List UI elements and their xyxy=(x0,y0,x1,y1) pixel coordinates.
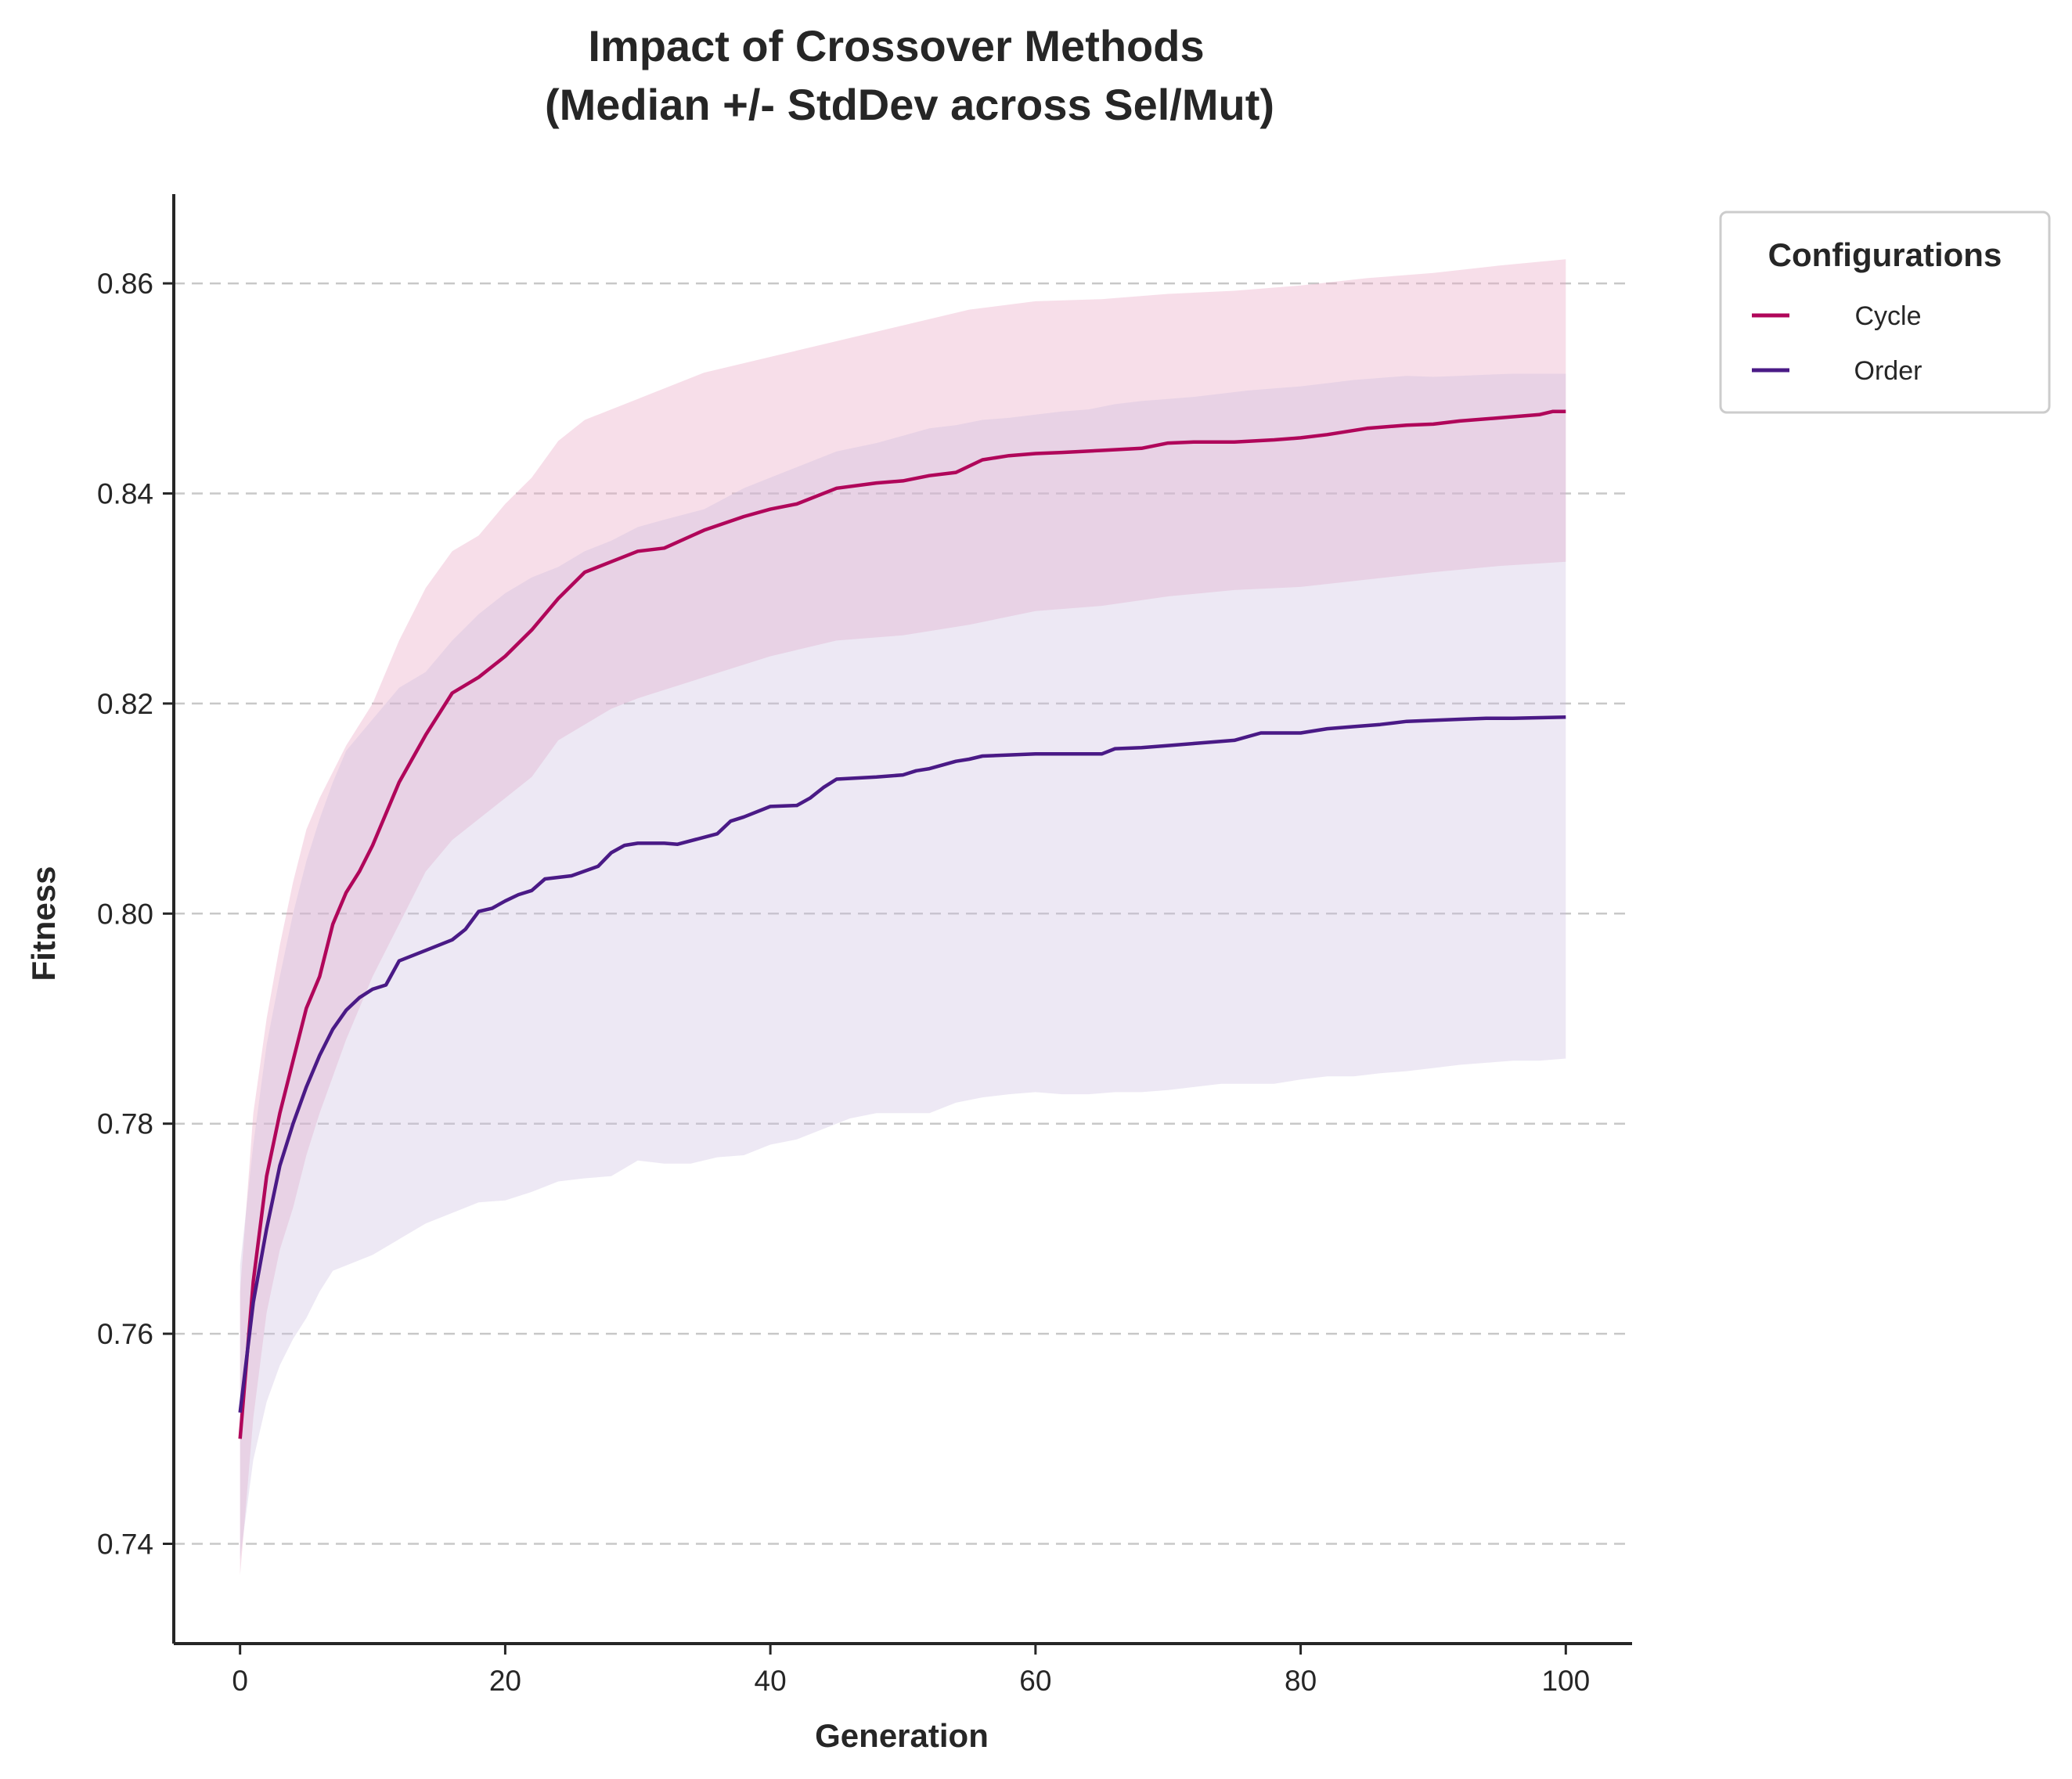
y-tick-label-4: 0.82 xyxy=(97,688,153,720)
std-bands xyxy=(240,259,1566,1576)
std-band-order xyxy=(240,373,1566,1560)
y-tick-label-6: 0.86 xyxy=(97,268,153,300)
y-tick-label-5: 0.84 xyxy=(97,477,153,510)
median-line-cycle xyxy=(238,409,1566,1439)
x-tick-label-4: 80 xyxy=(1285,1665,1317,1697)
x-tick-label-1: 20 xyxy=(489,1665,521,1697)
x-tick-label-3: 60 xyxy=(1019,1665,1051,1697)
chart-title-line2: (Median +/- StdDev across Sel/Mut) xyxy=(545,80,1274,129)
legend-label-cycle: Cycle xyxy=(1854,301,1921,331)
grid-lines xyxy=(174,282,1632,1545)
x-ticks: 0 20 40 60 80 100 xyxy=(232,1644,1590,1697)
legend: Configurations Cycle Order xyxy=(1719,211,2051,414)
std-band-cycle xyxy=(240,259,1566,1576)
y-axis-label: Fitness xyxy=(25,866,62,981)
median-lines xyxy=(238,409,1566,1439)
legend-title: Configurations xyxy=(1768,236,2002,273)
x-tick-label-2: 40 xyxy=(755,1665,787,1697)
x-axis-label: Generation xyxy=(815,1717,989,1754)
x-tick-label-0: 0 xyxy=(232,1665,248,1697)
median-line-order xyxy=(238,715,1566,1413)
y-tick-label-1: 0.76 xyxy=(97,1318,153,1350)
legend-frame xyxy=(1719,211,2051,414)
legend-label-order: Order xyxy=(1854,356,1922,386)
x-tick-label-5: 100 xyxy=(1541,1665,1590,1697)
y-ticks: 0.74 0.76 0.78 0.80 0.82 0.84 0.86 xyxy=(97,268,174,1561)
legend-items: Cycle Order xyxy=(1752,301,1922,386)
y-tick-label-3: 0.80 xyxy=(97,898,153,930)
y-tick-label-2: 0.78 xyxy=(97,1108,153,1140)
y-tick-label-0: 0.74 xyxy=(97,1529,153,1561)
chart-title-line1: Impact of Crossover Methods xyxy=(588,21,1204,70)
